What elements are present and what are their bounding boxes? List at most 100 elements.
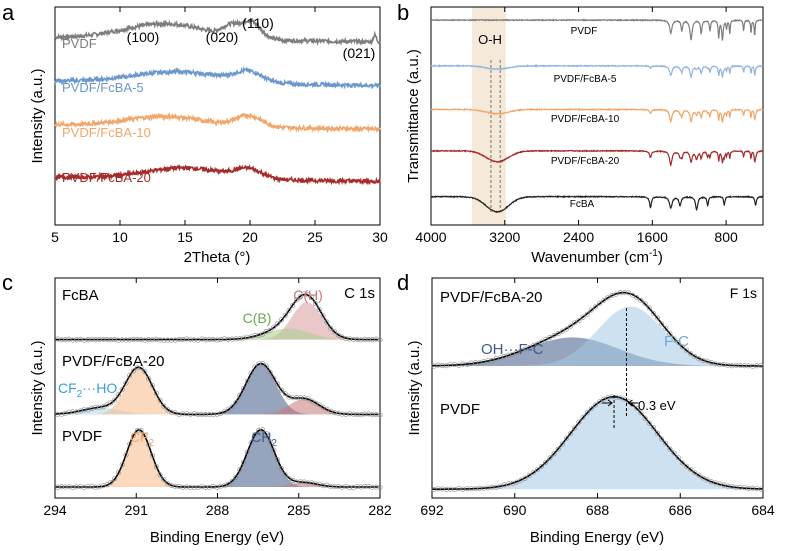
panel-c-point-0 — [100, 336, 106, 342]
panel-c-point-0 — [373, 336, 379, 342]
panel-d-point-0 — [489, 358, 495, 364]
panel-d-point-0 — [584, 311, 590, 317]
panel-d-point-0 — [621, 290, 627, 296]
panel-d-point-1 — [679, 460, 685, 466]
panel-c-point-0 — [108, 337, 114, 343]
panel-c-point-2 — [369, 484, 375, 490]
panel-c-point-0 — [229, 336, 235, 342]
panel-d-point-0 — [601, 297, 607, 303]
panel-c-point-1 — [138, 365, 144, 371]
panel-c-point-0 — [290, 302, 296, 308]
panel-d-point-0 — [696, 356, 702, 362]
panel-c-point-0 — [146, 337, 152, 343]
panel-c-point-1 — [146, 376, 152, 382]
panel-d-point-0 — [539, 339, 545, 345]
panel-c-point-0 — [225, 336, 231, 342]
panel-c-point-2 — [199, 484, 205, 490]
panel-c-point-0 — [115, 337, 121, 343]
panel-a-ticklabel-4: 25 — [307, 229, 323, 245]
panel-c-point-1 — [218, 410, 224, 416]
panel-c-point-1 — [74, 409, 80, 415]
panel-c-point-1 — [256, 361, 262, 367]
panel-c-ticklabel-2: 288 — [206, 502, 230, 518]
panel-d: d 692 690 688 686 684 F 1s PVDF/FcBA-20 PVDF… — [397, 270, 775, 546]
panel-b-ticklabel-0: 4000 — [415, 229, 446, 245]
panel-c-point-1 — [343, 411, 349, 417]
panel-c-point-0 — [331, 329, 337, 335]
panel-b-line-1 — [430, 64, 764, 80]
panel-c-envelope-2 — [55, 428, 379, 488]
panel-c-point-2 — [153, 464, 159, 470]
panel-d-xticks: 692 690 688 686 684 — [420, 278, 775, 518]
panel-c-point-0 — [358, 337, 364, 343]
panel-a: a 5 10 15 20 25 30 (100) (020) (110) (021) PV… — [2, 0, 388, 266]
panel-c-point-2 — [203, 484, 209, 490]
panel-c-point-0 — [119, 337, 125, 343]
panel-c-label-ch: C(H) — [293, 287, 323, 303]
panel-d-point-1 — [584, 410, 590, 416]
panel-d-point-0 — [683, 347, 689, 353]
panel-c-component-0-0 — [55, 302, 380, 340]
panel-d-point-1 — [667, 446, 673, 452]
panel-a-legend-fcba10: PVDF/FcBA-10 — [62, 125, 151, 140]
panel-c-point-1 — [195, 412, 201, 418]
panel-d-point-1 — [650, 424, 656, 430]
panel-c-point-2 — [362, 483, 368, 489]
panel-c-point-1 — [70, 409, 76, 415]
panel-c-point-1 — [373, 412, 379, 418]
panel-c-point-0 — [267, 327, 273, 333]
panel-c-point-2 — [131, 433, 137, 439]
panel-d-point-1 — [671, 450, 677, 456]
panel-d-point-1 — [547, 455, 553, 461]
panel-c-point-1 — [309, 398, 315, 404]
panel-c-point-1 — [233, 399, 239, 405]
panel-c-label-cb: C(B) — [243, 310, 272, 326]
panel-c-point-0 — [96, 337, 102, 343]
panel-c-point-0 — [74, 337, 80, 343]
panel-b-band-label: O-H — [478, 32, 502, 47]
panel-c-point-2 — [218, 483, 224, 489]
panel-d-point-1 — [526, 473, 532, 479]
panel-d-point-0 — [671, 336, 677, 342]
panel-b-series — [430, 18, 764, 213]
panel-c-point-2 — [78, 484, 84, 490]
panel-c-point-2 — [172, 483, 178, 489]
panel-c-point-1 — [199, 411, 205, 417]
panel-c-label-ch2-ch: CH — [251, 429, 271, 445]
panel-c-point-2 — [115, 470, 121, 476]
panel-c-point-2 — [127, 441, 133, 447]
panel-c-point-0 — [350, 336, 356, 342]
panel-c-point-2 — [248, 440, 254, 446]
panel-c-point-1 — [297, 395, 303, 401]
panel-c-point-2 — [146, 442, 152, 448]
panel-c-point-1 — [134, 365, 140, 371]
panel-c-point-0 — [104, 336, 110, 342]
panel-d-envelope-0 — [431, 291, 763, 367]
panel-c-point-1 — [161, 403, 167, 409]
panel-c-point-0 — [263, 329, 269, 335]
panel-d-point-0 — [650, 310, 656, 316]
panel-c-point-0 — [161, 337, 167, 343]
panel-d-point-0 — [758, 362, 764, 368]
panel-c-point-0 — [169, 337, 175, 343]
panel-c-component-0-1 — [55, 328, 380, 340]
panel-c-point-0 — [271, 324, 277, 330]
panel-b-line-2 — [430, 107, 764, 124]
panel-a-frame — [54, 6, 381, 226]
panel-d-point-1 — [592, 402, 598, 408]
panel-c-label-cf2-cf: CF — [130, 429, 149, 445]
panel-d-ticklabel-0: 692 — [420, 502, 444, 518]
panel-d-point-0 — [667, 331, 673, 337]
panel-c-point-0 — [142, 337, 148, 343]
panel-d-ticklabel-1: 690 — [503, 502, 527, 518]
panel-c-point-0 — [206, 336, 212, 342]
panel-a-series — [54, 16, 381, 186]
panel-d-point-0 — [568, 323, 574, 329]
panel-d-shift-markers — [602, 308, 639, 430]
panel-c-point-1 — [176, 411, 182, 417]
panel-c-point-2 — [161, 477, 167, 483]
panel-c-point-2 — [244, 449, 250, 455]
panel-d-point-0 — [692, 353, 698, 359]
panel-c-point-2 — [275, 457, 281, 463]
panel-d-point-1 — [559, 441, 565, 447]
